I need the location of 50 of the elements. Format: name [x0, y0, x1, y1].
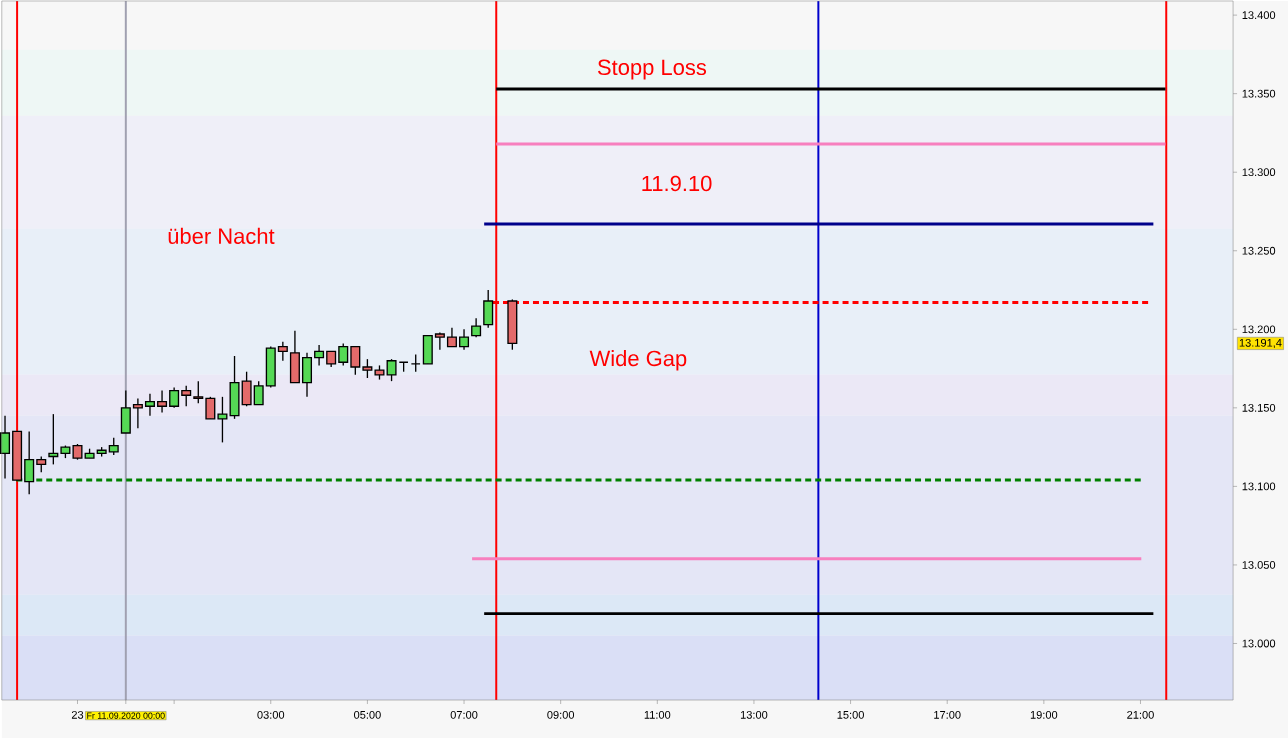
- candlestick: [132, 397, 143, 429]
- annotation: Stopp Loss: [597, 59, 707, 80]
- candlestick: [205, 396, 216, 420]
- x-tick-label: 09:00: [547, 710, 575, 719]
- x-tick-label: 11:00: [644, 710, 671, 719]
- y-tick-label: 13.100: [1242, 482, 1276, 491]
- annotation: Wide Gap: [589, 350, 687, 371]
- x-tick-label: 23: [71, 710, 84, 719]
- annotation: 11.9.10: [642, 175, 712, 192]
- candlestick: [241, 371, 252, 407]
- candlestick: [253, 380, 264, 406]
- candlestick: [48, 413, 59, 466]
- candlestick: [217, 396, 228, 444]
- candlestick: [483, 289, 494, 329]
- y-tick-label: 13.400: [1242, 11, 1276, 20]
- candlestick: [446, 327, 457, 348]
- candlestick: [314, 344, 325, 367]
- y-tick-label: 13.250: [1242, 246, 1276, 255]
- candlestick: [362, 358, 373, 379]
- candlestick: [181, 385, 192, 407]
- x-tick-label: 07:00: [450, 710, 478, 719]
- text: 13.191,4: [1239, 338, 1282, 349]
- x-tick-label: 05:00: [354, 710, 381, 719]
- y-tick-label: 13.150: [1242, 403, 1276, 412]
- x-tick-label: 15:00: [837, 710, 864, 719]
- candlestick: [193, 380, 204, 404]
- candlestick: [144, 393, 155, 417]
- y-tick-label: 13.200: [1242, 325, 1276, 334]
- x-tick-label: 19:00: [1030, 710, 1058, 719]
- y-tick-label: 13.350: [1242, 89, 1276, 98]
- candlestick: [350, 345, 361, 376]
- x-tick-label: 03:00: [257, 710, 285, 719]
- x-tick-label: Fr 11.09.2020 00:00: [87, 712, 165, 719]
- candlestick: [338, 342, 349, 367]
- annotation: über Nacht: [168, 227, 275, 244]
- candlestick: [0, 415, 11, 480]
- candlestick: [277, 341, 288, 362]
- candlestick: [459, 328, 470, 351]
- x-tick-label: 21:00: [1127, 710, 1154, 719]
- x-tick-label: 17:00: [934, 710, 961, 719]
- candlestick: [386, 358, 397, 382]
- candlestick: [471, 317, 482, 338]
- candlestick: [24, 430, 35, 495]
- y-tick-label: 13.300: [1242, 168, 1276, 177]
- y-tick-label: 13.050: [1242, 561, 1276, 569]
- candlestick: [157, 389, 168, 414]
- x-tick-label: 13:00: [740, 710, 768, 719]
- candlestick: [434, 331, 445, 351]
- y-tick-label: 13.000: [1242, 639, 1276, 648]
- candlestick: [169, 386, 180, 409]
